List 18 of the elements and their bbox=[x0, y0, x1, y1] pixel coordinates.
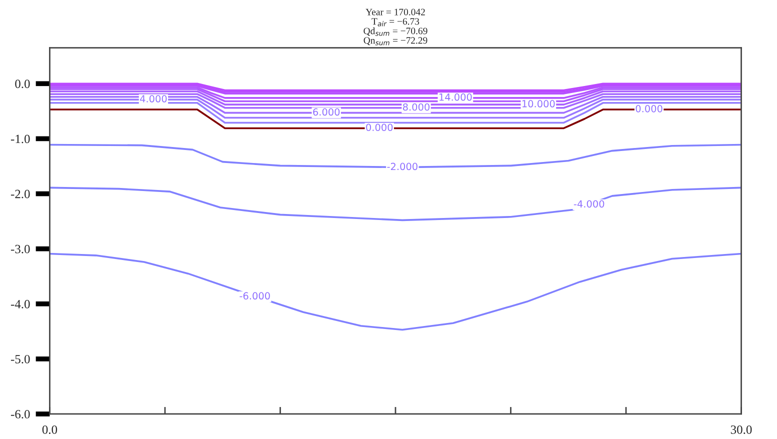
annotation: 8.000 bbox=[402, 103, 430, 111]
y-tick-label: -5.0 bbox=[10, 354, 30, 364]
y-tick-label: -6.0 bbox=[10, 410, 30, 418]
annotation: 10.000 bbox=[522, 100, 555, 108]
annotation: 6.000 bbox=[313, 108, 340, 116]
y-tick-label: -4.0 bbox=[10, 300, 30, 308]
y-tick-label: -2.0 bbox=[10, 190, 30, 198]
annotation: -4.000 bbox=[574, 200, 604, 208]
annotation: 0.000 bbox=[636, 104, 662, 112]
annotation: 4.000 bbox=[140, 95, 167, 102]
y-tick-label: -3.0 bbox=[10, 244, 30, 254]
annotation: 0.000 bbox=[366, 124, 393, 132]
chart-title: Year = 170.042 T$_{air}$ = −6.73 Qd$_{sum}$ = −70.69 Qn$_{sum}$ = −72.29 bbox=[364, 8, 428, 46]
annotation: 14.000 bbox=[439, 93, 472, 101]
x-tick-label: 30.0 bbox=[730, 425, 752, 434]
y-tick-label: 0.0 bbox=[15, 80, 30, 88]
y-tick-label: -1.0 bbox=[10, 134, 30, 144]
annotation: -6.000 bbox=[240, 292, 270, 300]
